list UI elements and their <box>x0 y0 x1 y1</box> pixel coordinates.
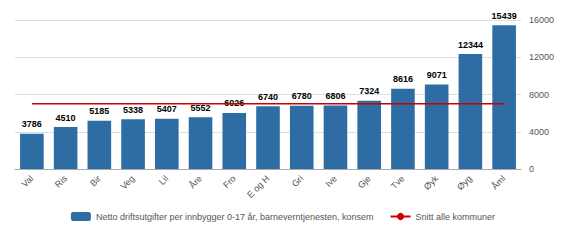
svg-text:3786: 3786 <box>22 119 42 129</box>
svg-text:Øyg: Øyg <box>455 173 474 192</box>
svg-text:Gje: Gje <box>356 173 373 190</box>
svg-text:8616: 8616 <box>393 74 413 84</box>
svg-text:Fro: Fro <box>221 173 238 190</box>
svg-text:Netto driftsutgifter per innby: Netto driftsutgifter per innbygger 0-17 … <box>96 212 374 222</box>
svg-text:E og H: E og H <box>245 173 271 199</box>
svg-text:Øyk: Øyk <box>422 173 441 192</box>
svg-text:Ive: Ive <box>323 173 339 189</box>
svg-text:Veg: Veg <box>119 173 137 191</box>
svg-text:4000: 4000 <box>529 127 549 137</box>
svg-text:Bir: Bir <box>88 173 103 188</box>
svg-text:6780: 6780 <box>292 91 312 101</box>
svg-text:12344: 12344 <box>458 40 483 50</box>
svg-text:16000: 16000 <box>529 15 554 25</box>
svg-text:Ris: Ris <box>53 173 70 190</box>
svg-text:Val: Val <box>20 173 36 189</box>
svg-text:12000: 12000 <box>529 52 554 62</box>
svg-text:5552: 5552 <box>190 102 211 113</box>
svg-text:Lil: Lil <box>157 173 170 186</box>
svg-text:Gri: Gri <box>290 173 306 189</box>
svg-text:0: 0 <box>529 164 534 174</box>
svg-text:Snitt alle kommuner: Snitt alle kommuner <box>416 212 496 222</box>
svg-text:6806: 6806 <box>325 91 345 101</box>
svg-text:7324: 7324 <box>359 86 379 96</box>
svg-text:15439: 15439 <box>492 11 517 21</box>
svg-text:8000: 8000 <box>529 90 549 100</box>
svg-text:9071: 9071 <box>427 70 447 80</box>
svg-text:Åml: Åml <box>490 173 508 191</box>
svg-text:5338: 5338 <box>123 105 143 115</box>
svg-text:5407: 5407 <box>157 104 177 114</box>
svg-text:Tve: Tve <box>389 173 407 191</box>
svg-text:Åre: Åre <box>187 173 204 190</box>
svg-text:5185: 5185 <box>89 106 109 116</box>
svg-text:6026: 6026 <box>224 98 245 109</box>
svg-text:6740: 6740 <box>258 92 278 102</box>
svg-text:4510: 4510 <box>56 113 76 123</box>
